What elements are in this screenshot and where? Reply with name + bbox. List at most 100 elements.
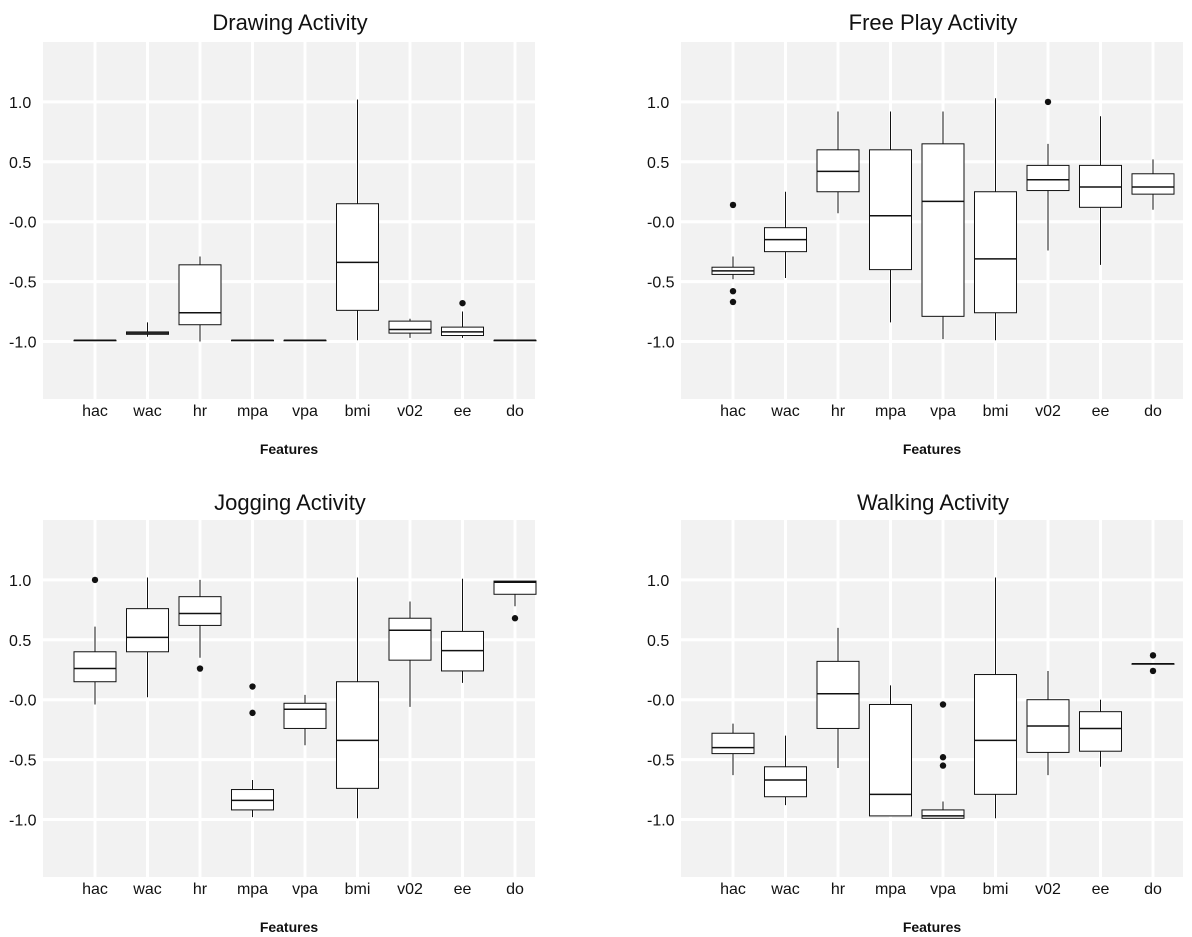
box-do bbox=[493, 339, 537, 342]
box-iqr bbox=[764, 766, 807, 798]
outlier-point bbox=[939, 754, 947, 761]
box-hr bbox=[816, 111, 860, 214]
y-tick-label: -0.0 bbox=[9, 215, 37, 232]
box-vpa bbox=[283, 339, 327, 342]
outlier-point bbox=[91, 576, 99, 584]
box-iqr bbox=[869, 149, 912, 271]
chart-panel-1: Drawing Activity 1.0 0.5 -0.0 -0.5 -1.0 hac wac… bbox=[9, 10, 537, 457]
outlier-point bbox=[249, 683, 256, 690]
x-tick-label-hr: hr bbox=[831, 881, 846, 898]
box-ee bbox=[1079, 699, 1122, 767]
x-tick-label-wac: wac bbox=[132, 881, 161, 898]
box-bmi bbox=[974, 577, 1017, 819]
x-tick-label-ee: ee bbox=[454, 881, 472, 898]
x-tick-label-mpa: mpa bbox=[237, 881, 268, 898]
box-iqr bbox=[1079, 711, 1122, 752]
box-iqr bbox=[493, 580, 537, 595]
x-axis-label: Features bbox=[260, 441, 319, 457]
box-iqr bbox=[388, 320, 432, 334]
chart-panel-2: Free Play Activity 1.0 0.5 -0.0 -0.5 -1.0 hac w… bbox=[647, 10, 1183, 457]
box-ee bbox=[441, 578, 484, 683]
chart-title: Walking Activity bbox=[857, 490, 1009, 515]
box-v02 bbox=[388, 318, 432, 338]
y-tick-label: -0.0 bbox=[9, 693, 37, 710]
box-iqr bbox=[816, 660, 860, 729]
x-tick-label-ee: ee bbox=[1092, 881, 1110, 898]
box-bmi bbox=[336, 577, 379, 819]
box-mpa bbox=[231, 683, 274, 818]
x-tick-label-v02: v02 bbox=[1035, 881, 1061, 898]
x-tick-label-vpa: vpa bbox=[292, 881, 318, 898]
box-iqr bbox=[974, 674, 1017, 795]
outlier-point bbox=[459, 299, 466, 307]
outlier-point bbox=[1149, 652, 1157, 659]
box-hac bbox=[711, 723, 755, 776]
x-tick-label-wac: wac bbox=[132, 403, 161, 420]
x-tick-label-hr: hr bbox=[831, 403, 846, 420]
y-tick-label: -0.5 bbox=[9, 275, 37, 292]
x-tick-label-do: do bbox=[506, 881, 524, 898]
box-ee bbox=[441, 299, 484, 338]
box-vpa bbox=[921, 701, 965, 819]
chart-panel-4: Walking Activity 1.0 0.5 -0.0 -0.5 -1.0 hac wac… bbox=[647, 490, 1183, 935]
y-tick-label: -0.5 bbox=[647, 753, 675, 770]
y-tick-label: -0.0 bbox=[647, 215, 675, 232]
box-iqr bbox=[711, 732, 755, 755]
y-tick-label: 1.0 bbox=[9, 95, 31, 112]
box-iqr bbox=[974, 191, 1017, 314]
box-iqr bbox=[178, 596, 222, 626]
y-tick-label: 0.5 bbox=[9, 633, 31, 650]
box-iqr bbox=[921, 143, 965, 317]
outlier-point bbox=[939, 762, 947, 769]
box-mpa bbox=[869, 685, 912, 817]
x-tick-label-bmi: bmi bbox=[345, 881, 371, 898]
x-tick-label-mpa: mpa bbox=[237, 403, 268, 420]
x-tick-label-v02: v02 bbox=[397, 403, 423, 420]
box-iqr bbox=[283, 702, 327, 729]
x-tick-label-hac: hac bbox=[82, 881, 108, 898]
chart-panel-3: Jogging Activity 1.0 0.5 -0.0 -0.5 -1.0 hac wac… bbox=[9, 490, 537, 935]
x-tick-label-do: do bbox=[1144, 881, 1162, 898]
x-tick-label-wac: wac bbox=[770, 403, 799, 420]
box-hr bbox=[816, 627, 860, 768]
y-tick-label: 0.5 bbox=[647, 633, 669, 650]
outlier-point bbox=[511, 615, 519, 622]
box-hr bbox=[178, 579, 222, 672]
x-tick-label-bmi: bmi bbox=[983, 403, 1009, 420]
x-tick-label-bmi: bmi bbox=[983, 881, 1009, 898]
box-v02 bbox=[388, 601, 432, 707]
box-iqr bbox=[1131, 173, 1175, 195]
x-tick-label-v02: v02 bbox=[1035, 403, 1061, 420]
y-tick-label: 0.5 bbox=[647, 155, 669, 172]
box-iqr bbox=[126, 608, 169, 653]
y-tick-label: -1.0 bbox=[647, 334, 675, 351]
y-tick-label: 1.0 bbox=[647, 95, 669, 112]
y-tick-label: -1.0 bbox=[9, 812, 37, 829]
box-bmi bbox=[336, 99, 379, 341]
outlier-point bbox=[196, 665, 204, 672]
x-tick-label-do: do bbox=[506, 403, 524, 420]
box-ee bbox=[1079, 116, 1122, 265]
chart-title: Drawing Activity bbox=[212, 10, 367, 35]
box-mpa bbox=[231, 339, 274, 342]
box-wac bbox=[126, 322, 169, 337]
box-v02 bbox=[1026, 670, 1070, 776]
x-tick-label-ee: ee bbox=[1092, 403, 1110, 420]
y-tick-label: 1.0 bbox=[647, 573, 669, 590]
box-do bbox=[493, 580, 537, 622]
outlier-point bbox=[249, 709, 256, 717]
box-iqr bbox=[336, 681, 379, 789]
y-tick-label: 1.0 bbox=[9, 573, 31, 590]
box-iqr bbox=[178, 264, 222, 326]
box-hac bbox=[73, 339, 117, 342]
x-axis-label: Features bbox=[903, 441, 962, 457]
outlier-point bbox=[1044, 98, 1052, 106]
x-tick-label-bmi: bmi bbox=[345, 403, 371, 420]
box-iqr bbox=[336, 203, 379, 311]
y-tick-label: -1.0 bbox=[9, 334, 37, 351]
box-iqr bbox=[921, 809, 965, 819]
box-hr bbox=[178, 256, 222, 342]
chart-title: Free Play Activity bbox=[849, 10, 1018, 35]
x-tick-label-ee: ee bbox=[454, 403, 472, 420]
x-axis-label: Features bbox=[260, 919, 319, 935]
